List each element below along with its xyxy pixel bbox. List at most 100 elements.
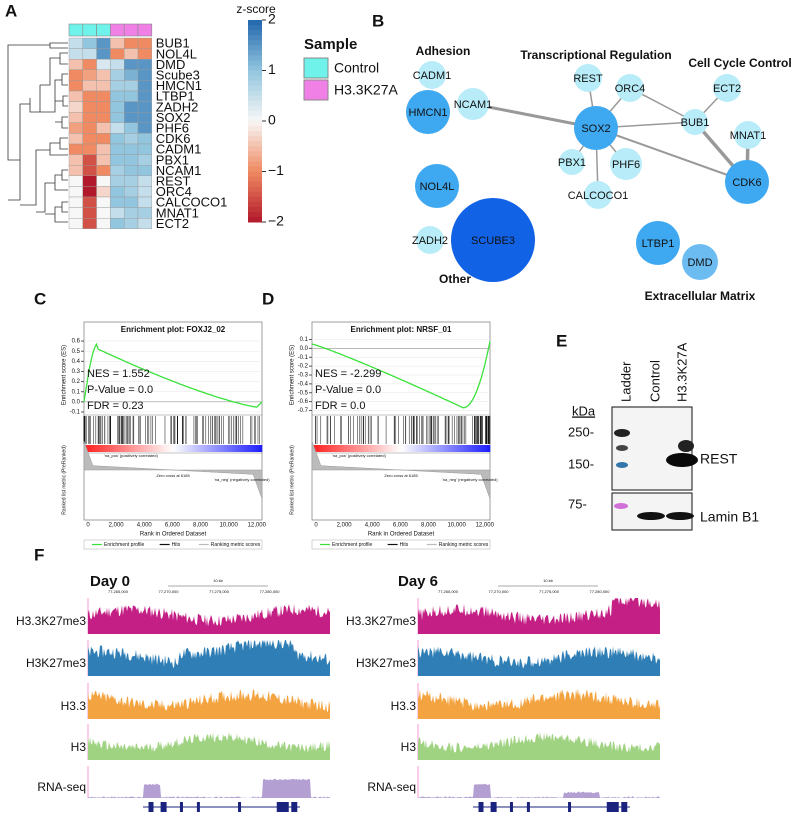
rank-color <box>398 445 402 452</box>
coord-label: 77,270,000 <box>488 589 509 594</box>
heatmap-cell <box>82 122 97 134</box>
network-node <box>559 149 585 175</box>
x-tick-label: 10,000 <box>447 523 466 529</box>
rank-color <box>122 445 126 452</box>
network-node <box>713 74 741 102</box>
rank-color <box>395 445 399 452</box>
coord-label: 77,265,000 <box>108 589 129 594</box>
heatmap-cell <box>82 207 97 219</box>
node-label: BUB1 <box>681 117 710 129</box>
colorbar-segment <box>248 201 262 208</box>
colorbar-segment <box>248 146 262 152</box>
stat-text: P-Value = 0.0 <box>315 384 381 396</box>
rank-color <box>472 445 476 452</box>
marker-label: 250- <box>568 424 594 439</box>
network-node <box>616 74 644 102</box>
heatmap-cell <box>82 175 97 187</box>
node-label: CDK6 <box>732 177 761 189</box>
track-label: H3.3K27me3 <box>16 614 86 628</box>
heatmap-cell <box>110 90 125 102</box>
heatmap-cell <box>110 111 125 123</box>
heatmap-cell <box>110 196 125 208</box>
heatmap-cell <box>82 164 97 176</box>
heatmap-cell <box>96 90 111 102</box>
rank-color <box>326 445 331 452</box>
rank-color <box>146 445 150 452</box>
band <box>637 512 665 520</box>
x-tick-label: 8,000 <box>421 523 437 529</box>
colorbar-tick-label: 2 <box>268 11 276 27</box>
colorbar-segment <box>248 65 262 71</box>
rank-color <box>259 445 263 452</box>
metric-area <box>311 441 491 499</box>
rank-color <box>368 445 372 452</box>
heatmap-cell <box>96 69 111 81</box>
y-tick-label: -0.6 <box>298 399 309 405</box>
signal-track <box>88 732 330 760</box>
heatmap-cell <box>137 111 153 123</box>
track-label: H3.3K27me3 <box>346 614 416 628</box>
legend-label: Enrichment profile <box>104 542 145 548</box>
annotation: Zero cross at 6185 <box>156 473 190 478</box>
heatmap-cell <box>110 154 125 166</box>
colorbar-segment <box>248 30 262 36</box>
heatmap-cell <box>96 111 111 123</box>
heatmap-cell <box>68 59 84 71</box>
heatmap-cell <box>96 143 111 155</box>
rank-color <box>350 445 354 452</box>
heatmap-cell <box>96 207 111 219</box>
track-label: H3 <box>401 740 417 754</box>
legend-label: Enrichment profile <box>332 542 373 548</box>
rank-color <box>125 445 129 452</box>
heatmap-cell <box>137 101 153 113</box>
rank-color <box>401 445 405 452</box>
rank-color <box>430 445 434 452</box>
rank-color <box>460 445 464 452</box>
scale-label: 10 kb <box>213 578 224 583</box>
colorbar-segment <box>248 40 262 46</box>
exon <box>276 802 289 812</box>
rank-color <box>436 445 440 452</box>
heatmap-cell <box>137 122 153 134</box>
track-label: H3K27me3 <box>356 656 416 670</box>
network-node <box>451 198 535 282</box>
colorbar-segment <box>248 70 262 77</box>
rank-color <box>466 445 470 452</box>
colorbar-segment <box>248 131 262 137</box>
track-label: H3K27me3 <box>26 656 86 670</box>
panel-label: B <box>372 11 384 30</box>
heatmap-cell <box>82 48 97 60</box>
rank-color <box>457 445 461 452</box>
x-tick-label: 8,000 <box>193 523 209 529</box>
node-label: ECT2 <box>713 83 741 95</box>
rank-color <box>128 445 132 452</box>
node-label: HMCN1 <box>408 107 447 119</box>
node-label: CALCOCO1 <box>568 190 629 202</box>
day-label: Day 0 <box>90 573 130 590</box>
node-label: NOL4L <box>420 181 455 193</box>
exon <box>238 802 242 812</box>
network-node <box>457 88 489 120</box>
annotation: 'na_neg' (negatively correlated) <box>442 477 498 482</box>
heatmap-cell <box>68 207 84 219</box>
node-label: PHF6 <box>612 159 640 171</box>
heatmap-cell <box>110 217 125 229</box>
exon <box>526 802 530 812</box>
heatmap-cell <box>82 59 97 71</box>
heatmap-cell <box>123 196 139 208</box>
rank-color <box>314 445 319 452</box>
legend-label: Control <box>334 60 379 76</box>
colorbar-segment <box>248 141 262 147</box>
unit-label: kDa <box>572 403 596 418</box>
rank-color <box>110 445 114 452</box>
exon <box>490 802 497 812</box>
rank-color <box>178 445 183 452</box>
rank-color <box>335 445 339 452</box>
colorbar-title: z-score <box>236 2 276 16</box>
colorbar-segment <box>248 110 262 117</box>
sample-cell <box>82 23 97 37</box>
heatmap-cell <box>96 217 111 229</box>
network-node <box>610 148 642 180</box>
x-tick-label: 6,000 <box>393 523 409 529</box>
node-label: REST <box>573 73 603 85</box>
